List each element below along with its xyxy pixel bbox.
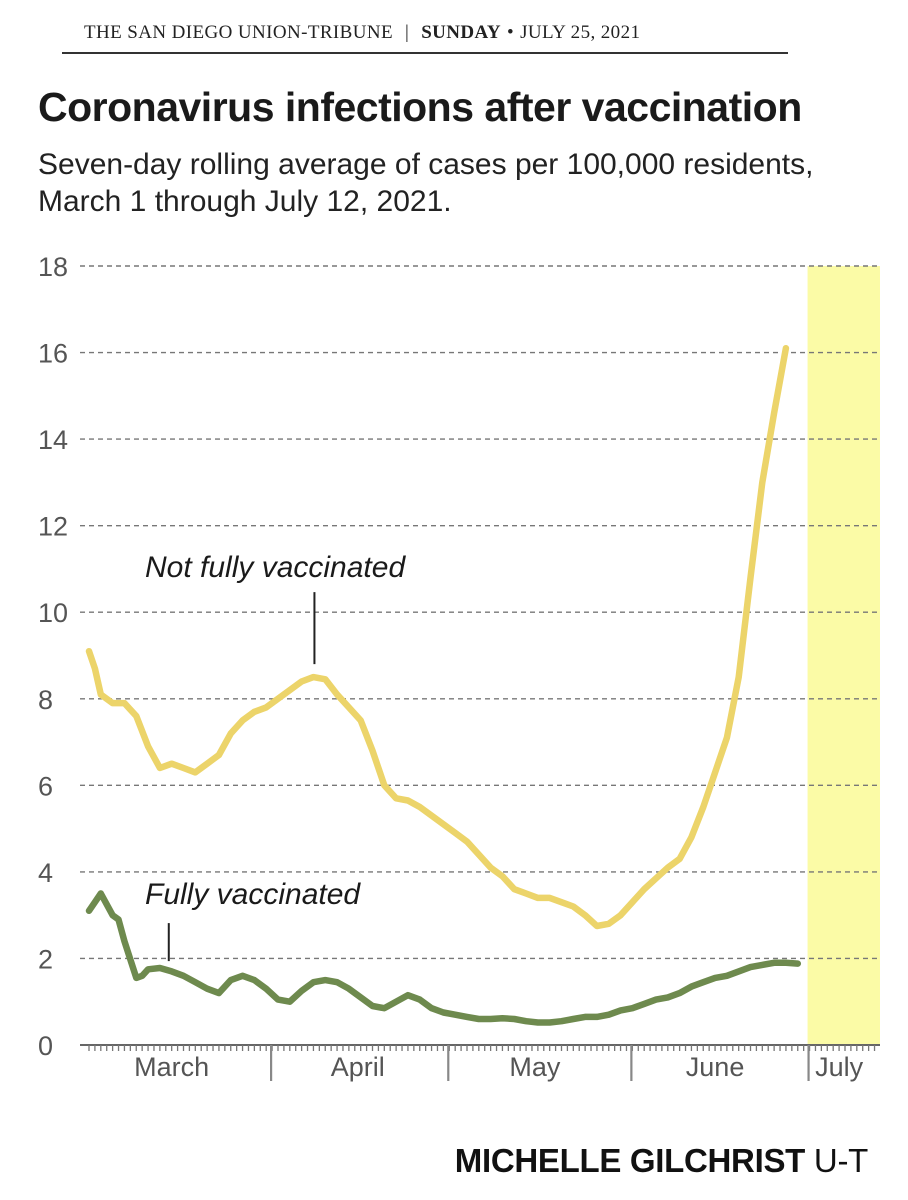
chart-subtitle: Seven-day rolling average of cases per 1…	[38, 148, 814, 218]
x-month-label: May	[509, 1052, 561, 1082]
y-tick-label: 6	[38, 771, 53, 801]
masthead-separator: |	[404, 22, 410, 43]
july-highlight-band	[807, 266, 880, 1045]
y-tick-label: 12	[38, 512, 68, 542]
y-tick-label: 2	[38, 944, 53, 974]
masthead-day: SUNDAY	[421, 22, 502, 43]
series-label-not-vaccinated: Not fully vaccinated	[145, 551, 406, 584]
chart-headline: Coronavirus infections after vaccination	[38, 84, 802, 130]
photo-credit: MICHELLE GILCHRIST U-T	[454, 1142, 869, 1180]
y-tick-label: 14	[38, 425, 68, 455]
masthead-paper-name: THE SAN DIEGO UNION-TRIBUNE	[84, 22, 393, 43]
x-month-label: March	[134, 1052, 209, 1082]
masthead: THE SAN DIEGO UNION-TRIBUNE | SUNDAY • JULY …	[62, 22, 788, 54]
y-tick-label: 18	[38, 252, 68, 282]
y-tick-label: 4	[38, 858, 53, 888]
x-month-label: April	[331, 1052, 385, 1082]
line-chart: 0 2 4 6 8 10 12 14 16 18 Not fully vaccinated Full…	[38, 252, 880, 1082]
x-month-label: July	[815, 1052, 864, 1082]
masthead-dot: •	[507, 22, 515, 43]
y-tick-label: 10	[38, 598, 68, 628]
credit-org: U-T	[813, 1142, 868, 1179]
x-month-label: June	[686, 1052, 745, 1082]
y-tick-label: 16	[38, 339, 68, 369]
y-tick-label: 0	[38, 1031, 53, 1061]
vaccinated-line	[85, 890, 802, 1026]
y-tick-label: 8	[38, 685, 53, 715]
not-vaccinated-line	[85, 344, 790, 930]
credit-name: MICHELLE GILCHRIST	[454, 1142, 806, 1179]
series-label-vaccinated: Fully vaccinated	[145, 878, 361, 911]
masthead-date: JULY 25, 2021	[520, 22, 641, 43]
